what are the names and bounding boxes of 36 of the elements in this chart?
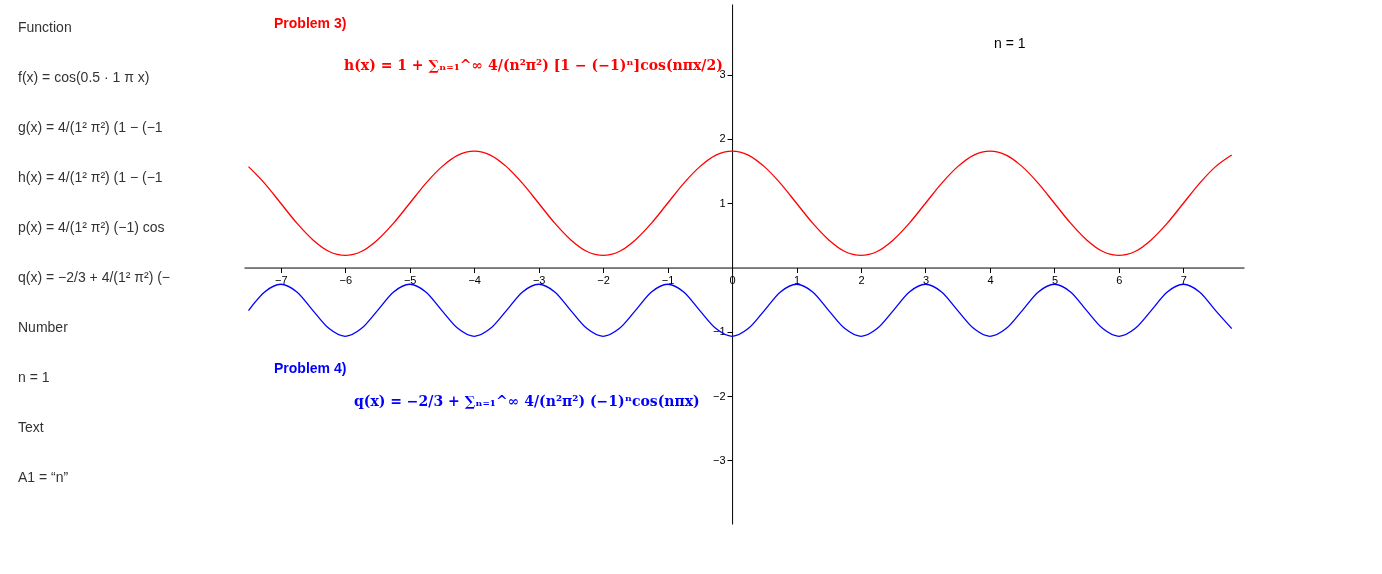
text: q(x) = −2/3 + 4/(1² π²) (−: [18, 269, 171, 285]
annotation: h(x) = 1 + ∑ₙ₌₁^∞ 4/(n²π²) [1 − (−1)ⁿ]cos(nπx/2): [344, 57, 723, 73]
text: p(x) = 4/(1² π²) (−1) cos: [18, 219, 165, 235]
x-tick-label: 7: [1180, 274, 1187, 287]
x-tick-label: −2: [597, 274, 610, 287]
text: g(x) = 4/(1² π²) (1 − (−1: [18, 119, 163, 135]
x-tick-label: 5: [1051, 274, 1059, 287]
x-tick-label: −4: [468, 274, 481, 287]
x-tick-label: 0: [729, 274, 736, 287]
annotation: n = 1: [994, 35, 1026, 51]
x-tick-label: 1: [793, 274, 801, 287]
x-tick-label: −1: [661, 274, 675, 287]
x-tick-label: 3: [922, 274, 930, 287]
x-tick-label: 4: [987, 274, 994, 287]
text: Text: [18, 419, 44, 435]
y-tick-label: 1: [719, 196, 726, 209]
x-tick-label: 6: [1116, 274, 1123, 287]
text: Number: [18, 319, 69, 335]
text: A1 = “n”: [18, 469, 69, 485]
text: Function: [18, 19, 72, 35]
y-tick-label: 2: [719, 132, 726, 145]
line-series: [247, 283, 1233, 337]
x-tick-label: −6: [339, 274, 352, 287]
x-tick-label: −7: [274, 274, 288, 287]
x-tick-label: 2: [858, 274, 865, 287]
x-tick-label: −5: [403, 274, 417, 287]
annotation: Problem 3): [274, 15, 347, 31]
annotation: Problem 4): [274, 360, 347, 376]
annotation: q(x) = −2/3 + ∑ₙ₌₁^∞ 4/(n²π²) (−1)ⁿcos(nπx): [354, 393, 700, 409]
x-tick-label: −3: [532, 274, 546, 287]
y-tick-label: −2: [713, 389, 726, 402]
line-series: [247, 150, 1233, 256]
text: n = 1: [18, 369, 50, 385]
text: h(x) = 4/(1² π²) (1 − (−1: [18, 169, 163, 185]
text: f(x) = cos(0.5 · 1 π x): [18, 69, 150, 85]
y-tick-label: −3: [713, 453, 726, 466]
